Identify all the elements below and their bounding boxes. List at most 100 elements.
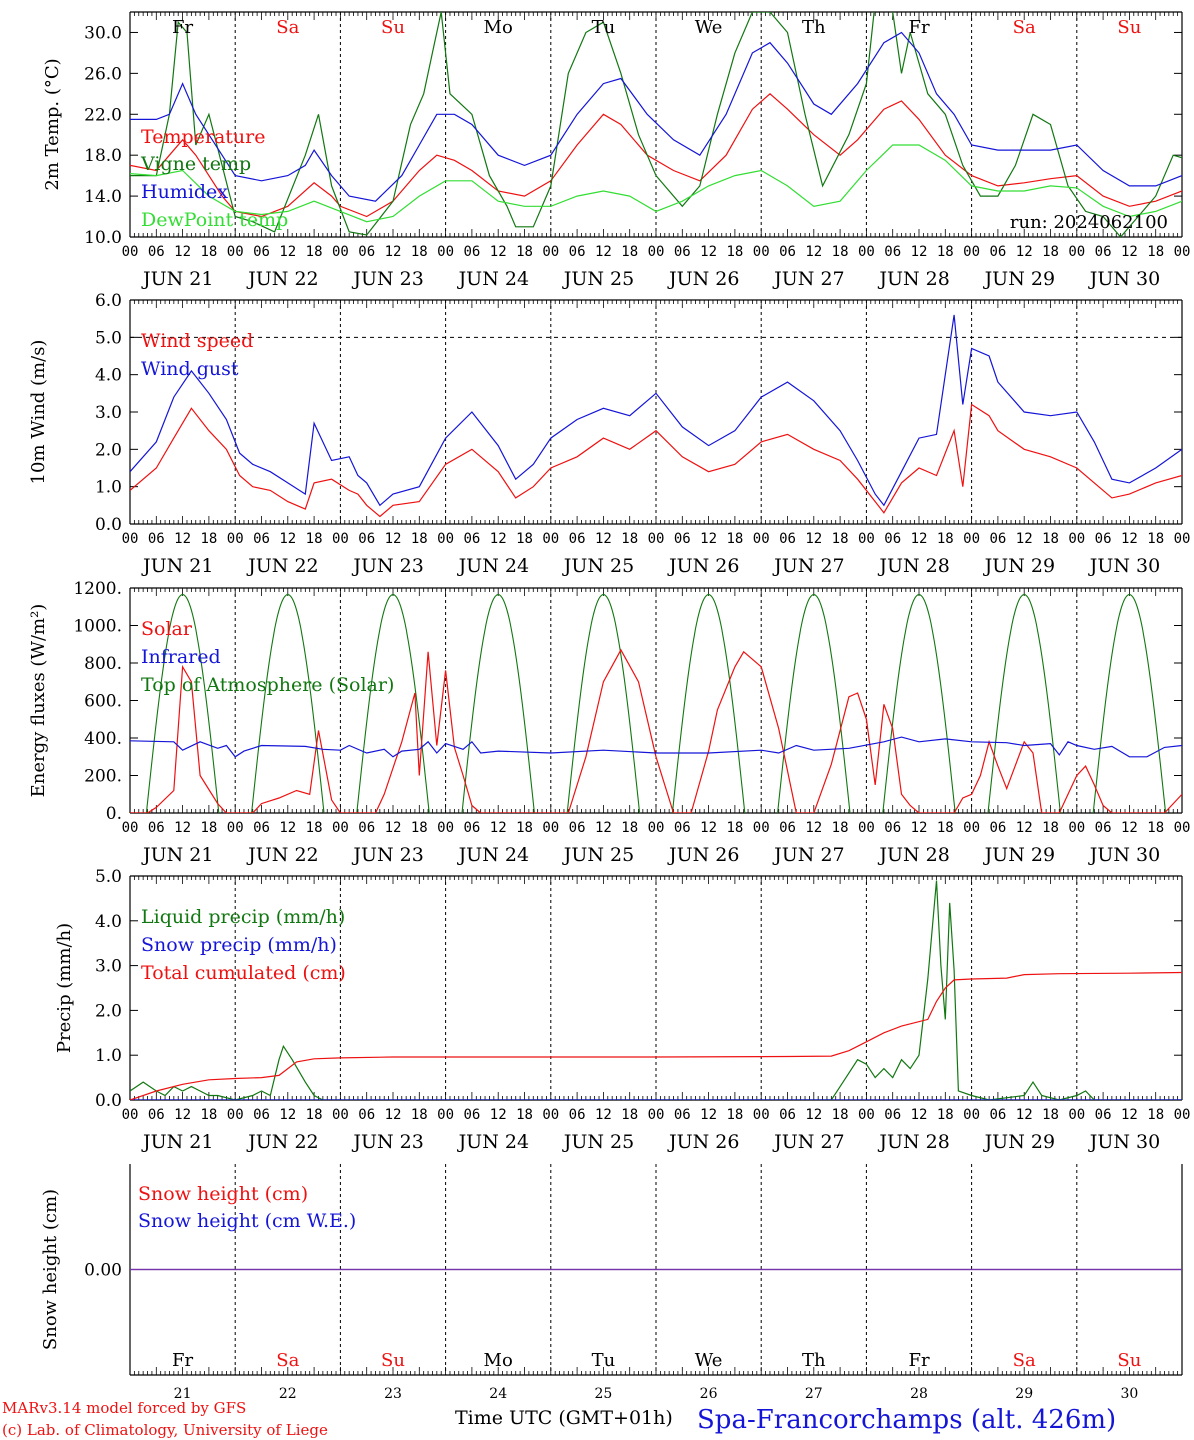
hour-tick-label: 18 <box>937 1107 954 1123</box>
weekday-label-bottom: Th <box>802 1350 826 1371</box>
hour-tick-label: 00 <box>648 244 665 260</box>
date-label: JUN 27 <box>772 844 844 866</box>
legend-entry: Total cumulated (cm) <box>141 962 346 984</box>
hour-tick-label: 06 <box>989 1107 1006 1123</box>
hour-tick-label: 06 <box>253 1107 270 1123</box>
series-line <box>130 31 1182 202</box>
x-axis-label: Time UTC (GMT+01h) <box>455 1407 673 1429</box>
toa-solar-curve <box>356 594 430 814</box>
panel-5: 0.00 Snow height (cm) Snow height (cm) Snow… <box>40 1164 1183 1376</box>
weekday-label-top: Th <box>802 17 826 38</box>
date-label: JUN 29 <box>983 555 1055 577</box>
hour-tick-label: 00 <box>332 1107 349 1123</box>
date-label: JUN 25 <box>562 555 634 577</box>
hour-tick-label: 12 <box>174 820 191 836</box>
hour-tick-label: 18 <box>411 244 428 260</box>
hour-tick-label: 06 <box>989 244 1006 260</box>
date-label: JUN 29 <box>983 1131 1055 1153</box>
y-tick-label: 4.0 <box>95 912 122 932</box>
hour-tick-label: 06 <box>148 1107 165 1123</box>
hour-tick-label: 00 <box>437 820 454 836</box>
hour-tick-label: 00 <box>963 1107 980 1123</box>
hour-tick-label: 12 <box>595 531 612 547</box>
hour-tick-label: 00 <box>648 531 665 547</box>
hour-tick-label: 00 <box>437 244 454 260</box>
hour-tick-label: 12 <box>700 820 717 836</box>
hour-tick-label: 18 <box>1147 244 1164 260</box>
y-tick-label: 14.0 <box>84 187 122 207</box>
hour-tick-label: 06 <box>569 531 586 547</box>
weekday-label-top: Tu <box>592 17 616 38</box>
hour-tick-label: 18 <box>726 820 743 836</box>
hour-tick-label: 06 <box>358 531 375 547</box>
weekday-label-top: Sa <box>1013 17 1036 38</box>
hour-tick-label: 18 <box>621 1107 638 1123</box>
hour-tick-label: 12 <box>805 820 822 836</box>
series-line <box>130 93 1182 218</box>
hour-tick-label: 00 <box>753 244 770 260</box>
panel-2: 0.0 1.0 2.0 3.0 4.0 5.0 6.0 10m Wind (m/s) 00 06 1… <box>28 291 1190 577</box>
weekday-label-bottom: Tu <box>592 1350 616 1371</box>
hour-tick-label: 06 <box>884 1107 901 1123</box>
date-label: JUN 27 <box>772 268 844 290</box>
hour-tick-label: 06 <box>779 1107 796 1123</box>
hour-tick-label: 12 <box>490 531 507 547</box>
date-label: JUN 22 <box>246 555 318 577</box>
y-tick-label: 18.0 <box>84 146 122 166</box>
date-label: JUN 30 <box>1088 844 1160 866</box>
hour-tick-label: 18 <box>1147 531 1164 547</box>
hour-tick-label: 06 <box>779 244 796 260</box>
hour-tick-label: 12 <box>174 531 191 547</box>
legend-entry: DewPoint temp <box>141 209 288 231</box>
toa-solar-curve <box>251 594 325 814</box>
legend-entry: Snow height (cm W.E.) <box>138 1210 356 1232</box>
toa-solar-curve <box>1092 594 1167 814</box>
hour-tick-label: 12 <box>490 1107 507 1123</box>
hour-tick-label: 06 <box>1095 531 1112 547</box>
hour-tick-label: 06 <box>989 820 1006 836</box>
legend-entry: Wind gust <box>141 358 239 380</box>
hour-tick-label: 18 <box>937 244 954 260</box>
toa-solar-curve <box>671 594 746 814</box>
hour-tick-label: 06 <box>884 531 901 547</box>
date-label: JUN 28 <box>877 555 949 577</box>
hour-tick-label: 12 <box>385 820 402 836</box>
day-number-label: 24 <box>489 1386 507 1402</box>
hour-tick-label: 00 <box>1068 244 1085 260</box>
hour-tick-label: 06 <box>253 820 270 836</box>
date-label: JUN 22 <box>246 268 318 290</box>
hour-tick-label: 18 <box>516 820 533 836</box>
day-number-label: 29 <box>1015 1386 1033 1402</box>
hour-tick-label: 00 <box>753 1107 770 1123</box>
day-number-label: 27 <box>805 1386 823 1402</box>
y-tick-label: 2.0 <box>95 1001 122 1021</box>
weekday-label-bottom: Mo <box>484 1350 513 1371</box>
hour-tick-label: 06 <box>674 1107 691 1123</box>
weekday-label-top: Fr <box>172 17 193 38</box>
legend-entry: Humidex <box>141 181 228 203</box>
hour-tick-label: 00 <box>227 1107 244 1123</box>
series-line <box>130 314 1182 507</box>
hour-tick-label: 00 <box>1174 820 1191 836</box>
panel-1: 10.0 14.0 18.0 22.0 26.0 30.0 2m Temp. (°C) 00 0… <box>42 11 1190 290</box>
day-number-label: 21 <box>174 1386 192 1402</box>
date-label: JUN 30 <box>1088 268 1160 290</box>
hour-tick-label: 12 <box>805 244 822 260</box>
hour-tick-label: 12 <box>1016 820 1033 836</box>
weekday-label-top: Su <box>381 17 405 38</box>
hour-tick-label: 00 <box>122 820 139 836</box>
y-tick-label: 0.0 <box>95 515 122 535</box>
hour-tick-label: 12 <box>700 244 717 260</box>
run-annotation: run: 2024062100 <box>1010 212 1168 233</box>
hour-tick-label: 00 <box>1068 820 1085 836</box>
date-label: JUN 28 <box>877 1131 949 1153</box>
hour-tick-label: 18 <box>1042 531 1059 547</box>
date-label: JUN 24 <box>457 1131 529 1153</box>
hour-tick-label: 12 <box>279 820 296 836</box>
hour-tick-label: 18 <box>937 820 954 836</box>
series-line <box>130 403 1182 518</box>
hour-tick-label: 12 <box>1121 531 1138 547</box>
y-tick-label: 1200. <box>73 579 122 599</box>
weekday-label-bottom: Fr <box>172 1350 193 1371</box>
weekday-label-top: Sa <box>276 17 299 38</box>
